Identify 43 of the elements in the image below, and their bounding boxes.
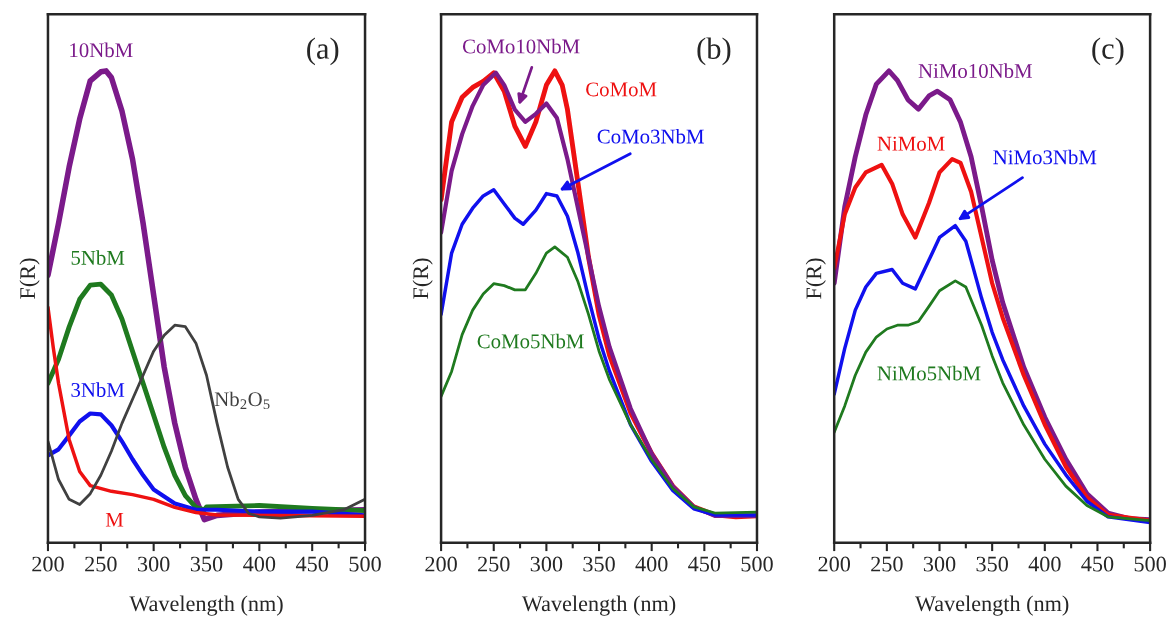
series-label: 10NbM [70,42,133,58]
x-tick-label: 500 [349,556,381,572]
x-tick-label: 200 [818,556,851,572]
y-axis-title: F(R) [805,258,826,299]
x-tick-label: 200 [425,556,457,572]
x-tick-label: 300 [138,556,170,572]
x-tick-label: 250 [478,556,510,572]
x-tick-label: 300 [923,556,956,572]
x-axis-title: Wavelength (nm) [521,595,676,616]
x-tick-label: 450 [688,556,721,572]
x-tick-label: 300 [530,556,563,572]
x-axis-title: Wavelength (nm) [129,595,283,616]
x-tick-label: 250 [85,556,117,572]
x-tick-label: 400 [1028,556,1061,572]
x-tick-label: 250 [871,556,903,572]
y-axis-title: F(R) [19,258,40,299]
x-tick-label: 200 [32,556,64,572]
text: NiMo3NbM [993,149,1097,165]
y-axis-title: F(R) [412,258,433,299]
series-label: NiMo10NbM [918,63,1032,79]
x-axis-title: Wavelength (nm) [915,595,1069,616]
text: (a) [307,37,339,66]
series-label: Nb$_{2}$O$_{5}$ [214,391,270,410]
x-tick-label: 500 [741,556,773,572]
x-tick-label: 400 [243,556,276,572]
x-tick-label: 400 [635,556,668,572]
text: (b) [697,37,731,66]
text: CoMo3NbM [597,128,704,144]
x-tick-label: 500 [1134,556,1166,572]
series-label: CoMo10NbM [462,38,580,54]
series-label: 3NbM [71,382,125,397]
x-tick-label: 350 [190,556,223,572]
series-label: 5NbM [71,250,125,265]
x-tick-label: 350 [583,556,615,572]
x-tick-label: 450 [1081,556,1114,572]
series-label: M [105,512,124,527]
series-label: CoMoM [586,82,657,97]
x-tick-label: 350 [976,556,1008,572]
series-label: CoMo5NbM [477,333,584,349]
series-label: NiMoM [877,136,945,151]
text: (c) [1092,37,1124,66]
x-tick-label: 450 [295,556,329,572]
series-label: NiMo5NbM [877,365,981,381]
